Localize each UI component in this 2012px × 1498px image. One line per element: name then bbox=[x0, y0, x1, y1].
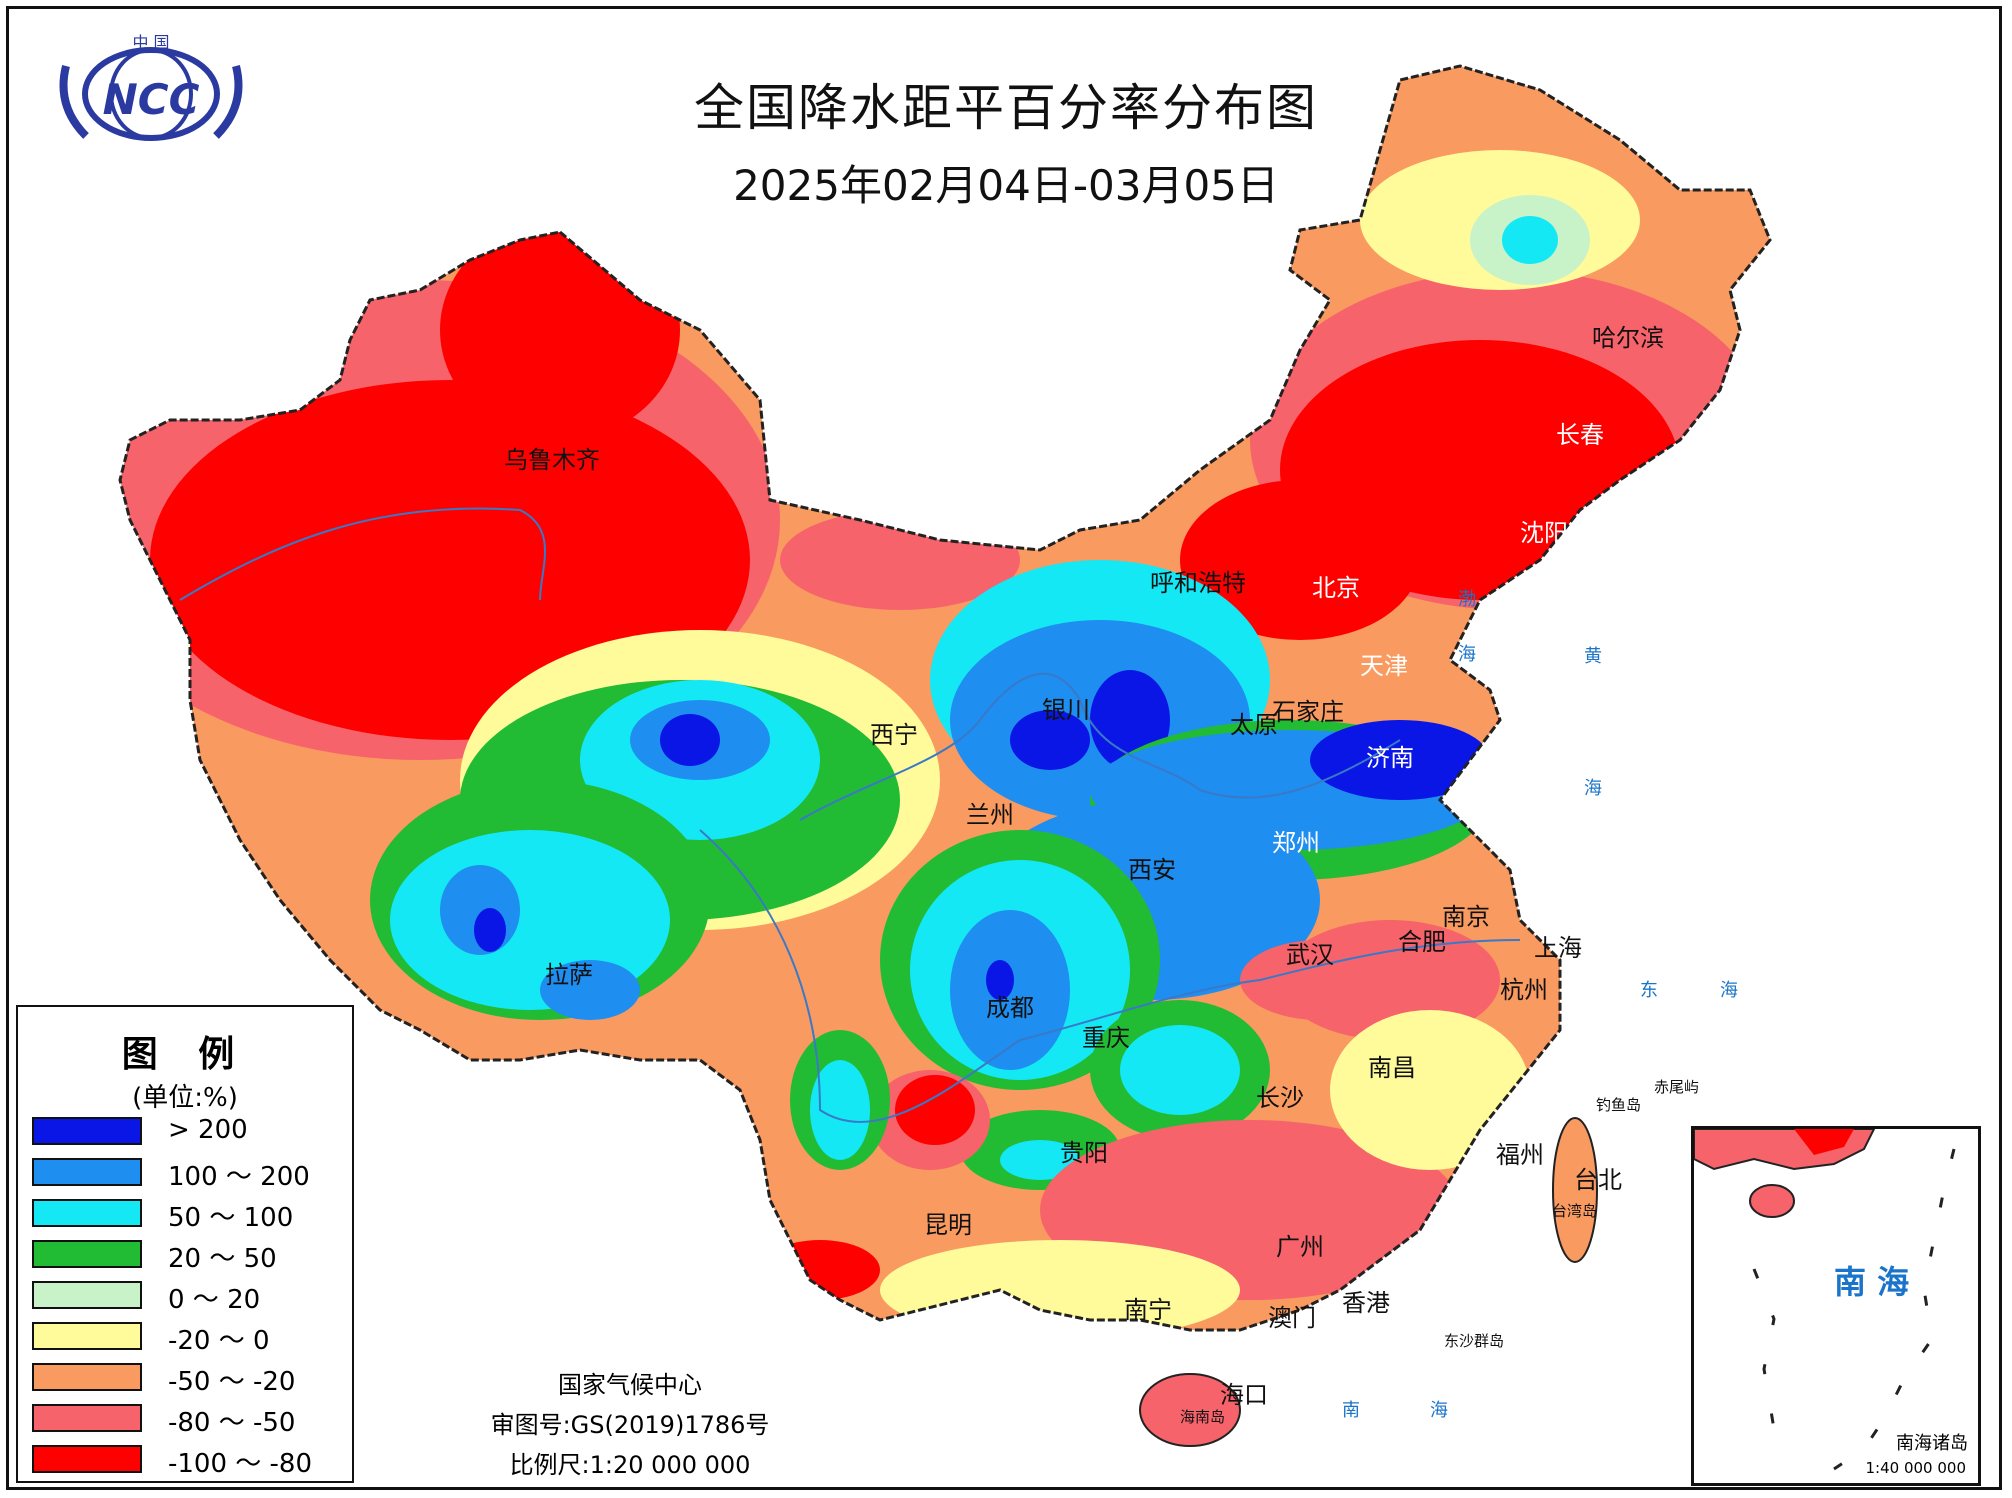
logo-ncc-text: NCC bbox=[103, 75, 200, 124]
legend-label: 0 ～ 20 bbox=[168, 1285, 261, 1315]
legend-swatch bbox=[32, 1281, 142, 1309]
city-urumqi: 乌鲁木齐 bbox=[504, 446, 600, 474]
legend-swatch bbox=[32, 1322, 142, 1350]
city-shenyang: 沈阳 bbox=[1520, 519, 1568, 547]
legend-item-m50-m20: -50 ～ -20 bbox=[32, 1361, 342, 1397]
city-taipei: 台北 bbox=[1574, 1166, 1622, 1194]
legend-unit: (单位:%) bbox=[132, 1083, 238, 1113]
legend-swatch bbox=[32, 1158, 142, 1186]
city-guangzhou: 广州 bbox=[1276, 1233, 1324, 1261]
footer-org: 国家气候中心 bbox=[558, 1371, 702, 1399]
river-yellow bbox=[799, 672, 1401, 821]
legend-swatch bbox=[32, 1404, 142, 1432]
legend-label: -50 ～ -20 bbox=[168, 1367, 296, 1397]
logo-china-text: 中 国 bbox=[132, 33, 169, 52]
legend-item-m20-0: -20 ～ 0 bbox=[32, 1320, 342, 1356]
city-harbin: 哈尔滨 bbox=[1592, 324, 1664, 352]
legend-swatch bbox=[32, 1199, 142, 1227]
legend-label: 50 ～ 100 bbox=[168, 1203, 294, 1233]
city-shijiazhuang: 石家庄 bbox=[1272, 698, 1344, 726]
legend-label: > 200 bbox=[168, 1115, 248, 1145]
city-hefei: 合肥 bbox=[1398, 928, 1446, 956]
city-xian: 西安 bbox=[1128, 856, 1176, 884]
city-xining: 西宁 bbox=[870, 721, 918, 749]
city-jinan: 济南 bbox=[1366, 744, 1414, 772]
river-yangtze bbox=[699, 829, 1521, 1123]
legend-item-20-50: 20 ～ 50 bbox=[32, 1238, 342, 1274]
city-zhengzhou: 郑州 bbox=[1272, 829, 1320, 857]
city-lanzhou: 兰州 bbox=[966, 801, 1014, 829]
label-hainan-island: 海南岛 bbox=[1180, 1408, 1226, 1426]
legend-label: 20 ～ 50 bbox=[168, 1244, 277, 1274]
city-hongkong: 香港 bbox=[1342, 1289, 1390, 1317]
sea-yellow-2: 海 bbox=[1584, 778, 1602, 799]
map-title: 全国降水距平百分率分布图 bbox=[694, 79, 1318, 137]
hainan-island-shape bbox=[1139, 1373, 1241, 1447]
footer-scale: 比例尺:1:20 000 000 bbox=[509, 1451, 751, 1479]
sea-east-1: 东 bbox=[1640, 980, 1658, 1001]
legend-item-m80-m50: -80 ～ -50 bbox=[32, 1402, 342, 1438]
city-nanning: 南宁 bbox=[1124, 1296, 1172, 1324]
legend-swatch bbox=[32, 1240, 142, 1268]
city-nanjing: 南京 bbox=[1442, 903, 1490, 931]
legend-item-0-20: 0 ～ 20 bbox=[32, 1279, 342, 1315]
city-hangzhou: 杭州 bbox=[1500, 976, 1548, 1004]
ncc-globe-logo-icon: NCC 中 国 bbox=[59, 33, 243, 141]
sea-bohai-1: 渤 bbox=[1458, 589, 1476, 610]
ncc-logo: NCC 中 国 bbox=[46, 26, 256, 156]
city-changchun: 长春 bbox=[1556, 421, 1604, 449]
city-fuzhou: 福州 bbox=[1496, 1141, 1544, 1169]
river-tarim bbox=[179, 507, 546, 601]
city-changsha: 长沙 bbox=[1256, 1084, 1304, 1112]
inset-scale: 1:40 000 000 bbox=[1865, 1459, 1966, 1477]
city-nanchang: 南昌 bbox=[1368, 1054, 1416, 1082]
label-diaoyu: 钓鱼岛 bbox=[1596, 1096, 1642, 1114]
city-chengdu: 成都 bbox=[986, 994, 1034, 1022]
sea-yellow-1: 黄 bbox=[1584, 646, 1602, 667]
city-macau: 澳门 bbox=[1268, 1304, 1316, 1332]
city-haikou: 海口 bbox=[1220, 1381, 1268, 1409]
city-taiyuan: 太原 bbox=[1230, 711, 1278, 739]
city-shanghai: 上海 bbox=[1534, 934, 1582, 962]
city-lhasa: 拉萨 bbox=[545, 961, 593, 989]
city-beijing: 北京 bbox=[1312, 574, 1360, 602]
south-china-sea-inset: 南 海 南海诸岛 1:40 000 000 bbox=[1691, 1126, 1981, 1486]
label-taiwan-island: 台湾岛 bbox=[1552, 1202, 1598, 1220]
city-kunming: 昆明 bbox=[924, 1211, 972, 1239]
inset-sea-label: 南 海 bbox=[1834, 1263, 1910, 1301]
city-tianjin: 天津 bbox=[1360, 652, 1408, 680]
footer-review-no: 审图号:GS(2019)1786号 bbox=[490, 1411, 770, 1439]
legend-swatch bbox=[32, 1363, 142, 1391]
sea-east-2: 海 bbox=[1720, 980, 1738, 1001]
city-guiyang: 贵阳 bbox=[1060, 1139, 1108, 1167]
inset-name: 南海诸岛 bbox=[1896, 1433, 1968, 1454]
legend-title: 图 例 bbox=[121, 1034, 249, 1075]
legend-item-50-100: 50 ～ 100 bbox=[32, 1197, 342, 1233]
inset-map bbox=[1694, 1129, 1956, 1471]
legend-swatch bbox=[32, 1117, 142, 1145]
legend-item-100-200: 100 ～ 200 bbox=[32, 1156, 342, 1192]
legend-swatch bbox=[32, 1445, 142, 1473]
legend-label: -80 ～ -50 bbox=[168, 1408, 296, 1438]
legend-label: -100 ～ -80 bbox=[168, 1449, 313, 1479]
label-chiwei: 赤尾屿 bbox=[1654, 1078, 1700, 1096]
legend-label: 100 ～ 200 bbox=[168, 1162, 310, 1192]
legend-item-m100-m80: -100 ～ -80 bbox=[32, 1443, 342, 1479]
date-range: 2025年02月04日-03月05日 bbox=[733, 161, 1279, 210]
legend-item-gt200: > 200 bbox=[32, 1115, 342, 1149]
label-dongsha: 东沙群岛 bbox=[1444, 1332, 1505, 1350]
sea-bohai-2: 海 bbox=[1458, 644, 1476, 665]
legend-label: -20 ～ 0 bbox=[168, 1326, 270, 1356]
city-hohhot: 呼和浩特 bbox=[1150, 569, 1246, 597]
taiwan-island-shape bbox=[1552, 1117, 1598, 1263]
city-yinchuan: 银川 bbox=[1042, 696, 1090, 724]
city-chongqing: 重庆 bbox=[1082, 1024, 1130, 1052]
map-legend: 图 例 (单位:%) > 200 100 ～ 200 50 ～ 100 20 ～… bbox=[16, 1005, 354, 1483]
sea-south-2: 海 bbox=[1430, 1400, 1448, 1421]
city-wuhan: 武汉 bbox=[1286, 941, 1334, 969]
sea-south-1: 南 bbox=[1342, 1400, 1360, 1421]
